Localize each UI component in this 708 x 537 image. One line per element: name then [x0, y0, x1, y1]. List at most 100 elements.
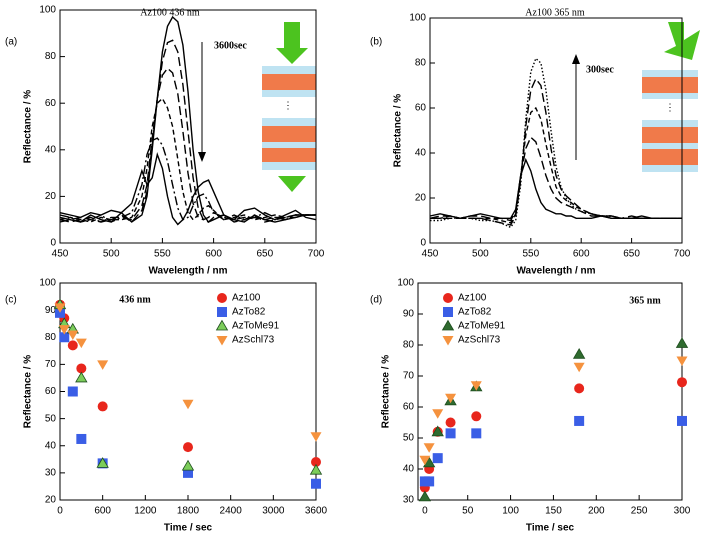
marker — [471, 428, 482, 439]
marker — [431, 425, 444, 437]
y-axis-label: Reflectance / % — [393, 94, 404, 167]
x-axis-label: Time / sec — [526, 523, 575, 534]
y-tick-label: 30 — [45, 468, 57, 479]
legend-label: AzSchl73 — [458, 335, 501, 346]
illustration-b: ⋮ — [642, 22, 700, 172]
arrow-icon — [278, 176, 306, 192]
marker — [310, 432, 322, 442]
y-tick-label: 20 — [45, 495, 57, 506]
marker — [76, 433, 87, 444]
marker — [58, 325, 70, 335]
x-tick-label: 0 — [57, 506, 63, 517]
y-tick-label: 40 — [415, 148, 427, 159]
plot-frame — [417, 282, 683, 501]
marker — [418, 490, 432, 502]
marker — [311, 478, 321, 489]
marker — [424, 476, 435, 487]
x-tick-label: 250 — [631, 506, 648, 517]
y-tick-label: 70 — [45, 359, 57, 370]
marker — [182, 399, 194, 410]
marker — [423, 443, 435, 453]
y-tick-label: 20 — [45, 191, 57, 202]
legend-label: AzTo82 — [232, 307, 266, 318]
x-tick-label: 700 — [674, 249, 691, 260]
y-tick-label: 60 — [415, 103, 427, 114]
y-tick-label: 60 — [45, 98, 57, 109]
annotation: 436 nm — [119, 294, 151, 305]
y-tick-label: 100 — [409, 13, 426, 24]
x-tick-label: 500 — [103, 249, 120, 260]
y-tick-label: 70 — [403, 371, 415, 382]
spectrum-line — [59, 67, 316, 223]
spectrum-line — [429, 136, 682, 222]
marker — [574, 415, 585, 426]
x-tick-label: 2400 — [220, 506, 243, 517]
x-tick-label: 450 — [52, 249, 69, 260]
panel-label: (d) — [370, 295, 382, 306]
x-tick-label: 500 — [472, 249, 489, 260]
marker — [445, 417, 456, 428]
y-tick-label: 40 — [403, 464, 415, 475]
x-tick-label: 600 — [94, 506, 111, 517]
y-tick-label: 50 — [403, 433, 415, 444]
y-axis-label: Reflectance / % — [381, 355, 392, 428]
marker — [676, 356, 688, 366]
legend-label: AzToMe91 — [458, 321, 506, 332]
arrow-icon — [276, 22, 308, 64]
plot-frame — [429, 17, 683, 244]
y-tick-label: 100 — [397, 278, 414, 289]
x-tick-label: 200 — [588, 506, 605, 517]
y-tick-label: 0 — [420, 238, 426, 249]
marker — [677, 415, 687, 426]
marker — [76, 363, 87, 374]
marker — [573, 362, 585, 373]
arrows — [198, 42, 580, 162]
x-tick-label: 700 — [308, 249, 325, 260]
marker — [572, 348, 586, 359]
marker — [470, 381, 482, 391]
x-tick-label: 0 — [422, 506, 428, 517]
y-axis-label: Reflectance / % — [23, 90, 34, 163]
y-tick-label: 80 — [403, 340, 415, 351]
x-tick-label: 3600 — [305, 506, 328, 517]
y-tick-label: 100 — [39, 278, 56, 289]
y-tick-label: 60 — [45, 386, 57, 397]
marker — [54, 303, 66, 313]
x-tick-label: 650 — [256, 249, 273, 260]
svg-text:⋮: ⋮ — [283, 101, 293, 112]
y-tick-label: 90 — [403, 309, 415, 320]
x-axis-label: Time / sec — [164, 523, 213, 534]
marker — [96, 457, 109, 468]
marker — [677, 377, 687, 388]
marker — [97, 401, 108, 412]
x-tick-label: 3000 — [262, 506, 285, 517]
marker — [445, 428, 456, 439]
panel-label: (b) — [370, 37, 382, 48]
legend-marker — [443, 293, 453, 303]
x-tick-label: 50 — [462, 506, 474, 517]
x-tick-label: 1200 — [134, 506, 157, 517]
legend-marker — [216, 336, 228, 346]
x-tick-label: 550 — [154, 249, 171, 260]
marker — [59, 332, 70, 343]
spectrum-line — [430, 77, 682, 226]
spectrum-line — [430, 57, 682, 229]
x-axis-label: Wavelength / nm — [516, 266, 595, 277]
y-tick-label: 20 — [415, 193, 427, 204]
marker — [75, 371, 88, 383]
panel-label: (c) — [5, 295, 17, 306]
y-axis-label: Reflectance / % — [23, 355, 34, 428]
y-tick-label: 0 — [50, 238, 56, 249]
y-tick-label: 90 — [45, 305, 57, 316]
legend-marker — [442, 336, 454, 346]
marker — [67, 330, 79, 341]
marker — [183, 442, 193, 453]
legend-marker — [441, 319, 455, 331]
marker — [309, 463, 323, 475]
x-tick-label: 450 — [422, 249, 439, 260]
marker — [67, 386, 78, 397]
annotation: 3600sec — [214, 40, 247, 51]
marker — [419, 455, 431, 466]
y-tick-label: 100 — [39, 5, 56, 16]
